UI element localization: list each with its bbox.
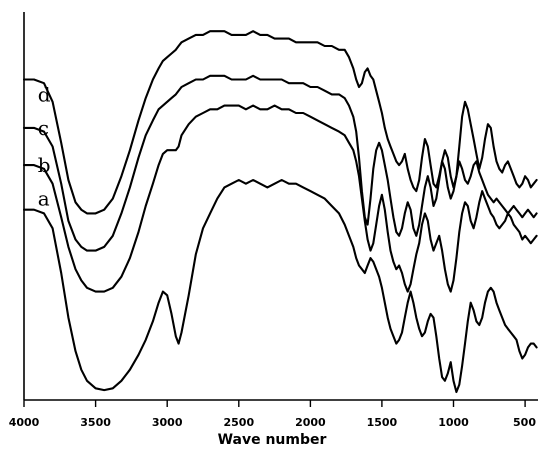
series-label-d: d [38, 82, 51, 106]
x-tick-label: 3500 [80, 416, 111, 429]
x-tick-label: 4000 [9, 416, 40, 429]
x-tick-label: 1000 [438, 416, 469, 429]
x-axis-ticks: 4000 3500 3000 2500 2000 1500 1000 500 [9, 400, 536, 429]
series-layer [22, 30, 538, 394]
series-line-a [22, 178, 538, 394]
x-tick-label: 500 [513, 416, 536, 429]
x-tick-label: 2000 [295, 416, 326, 429]
series-line-c [22, 74, 538, 252]
x-tick-label: 1500 [367, 416, 398, 429]
x-axis-title: Wave number [218, 432, 327, 448]
series-label-a: a [38, 187, 50, 211]
x-tick-label: 3000 [152, 416, 183, 429]
series-label-c: c [38, 116, 49, 140]
series-line-d [22, 30, 538, 215]
series-line-b [22, 104, 538, 293]
series-label-b: b [38, 153, 51, 177]
x-tick-label: 2500 [223, 416, 254, 429]
